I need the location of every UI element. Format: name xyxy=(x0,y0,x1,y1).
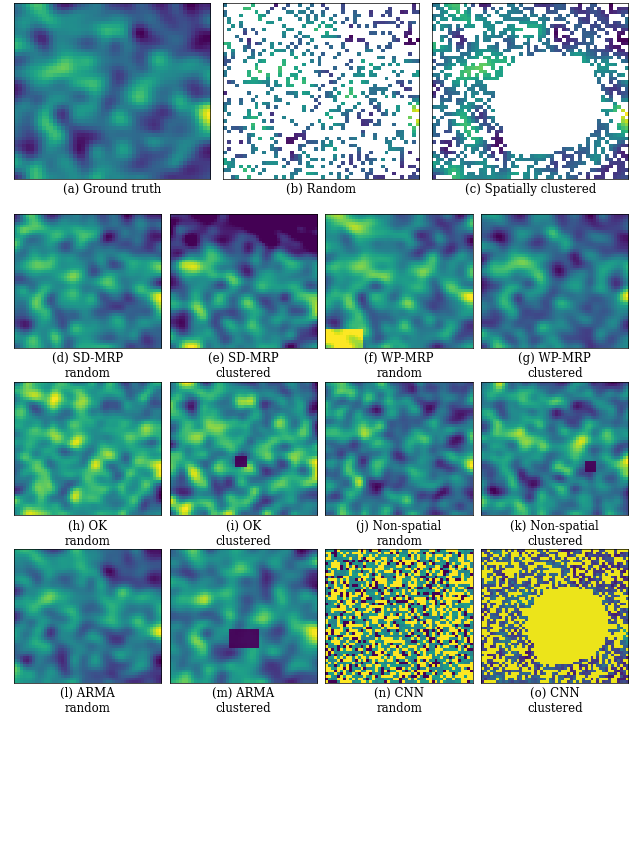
Text: (j) Non-spatial
random: (j) Non-spatial random xyxy=(356,519,442,547)
Text: (f) WP-MRP
random: (f) WP-MRP random xyxy=(364,352,434,380)
Text: (h) OK
random: (h) OK random xyxy=(65,519,111,547)
Text: (a) Ground truth: (a) Ground truth xyxy=(63,183,161,196)
Text: (b) Random: (b) Random xyxy=(286,183,356,196)
Text: (l) ARMA
random: (l) ARMA random xyxy=(60,686,115,714)
Text: (o) CNN
clustered: (o) CNN clustered xyxy=(527,686,582,714)
Text: (e) SD-MRP
clustered: (e) SD-MRP clustered xyxy=(208,352,279,380)
Text: (c) Spatially clustered: (c) Spatially clustered xyxy=(465,183,596,196)
Text: (g) WP-MRP
clustered: (g) WP-MRP clustered xyxy=(518,352,591,380)
Text: (k) Non-spatial
clustered: (k) Non-spatial clustered xyxy=(511,519,599,547)
Text: (d) SD-MRP
random: (d) SD-MRP random xyxy=(52,352,124,380)
Text: (n) CNN
random: (n) CNN random xyxy=(374,686,424,714)
Text: (i) OK
clustered: (i) OK clustered xyxy=(216,519,271,547)
Text: (m) ARMA
clustered: (m) ARMA clustered xyxy=(212,686,275,714)
